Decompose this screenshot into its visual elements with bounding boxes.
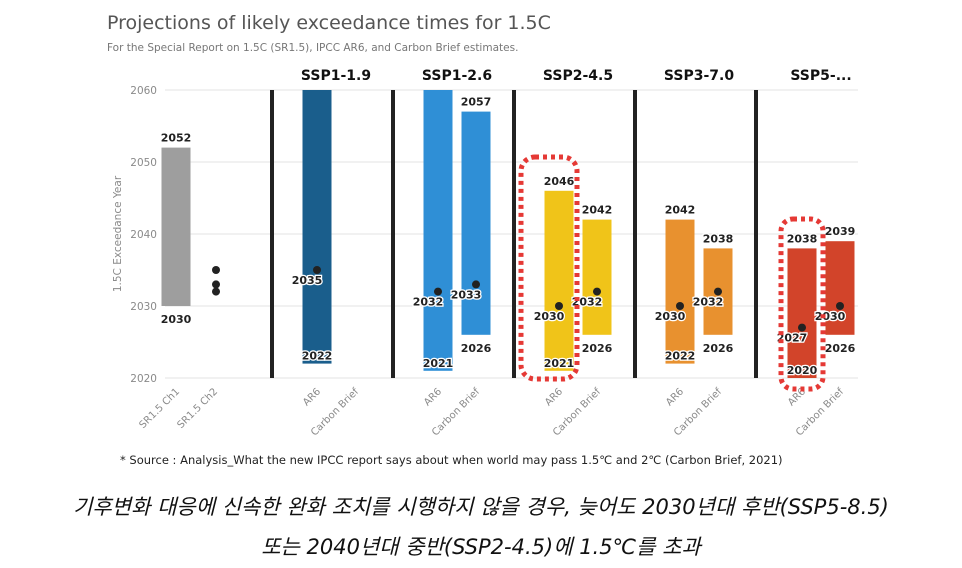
low-value-label: 2026: [461, 342, 492, 355]
x-tick-label: AR6: [664, 386, 686, 408]
median-point: [714, 287, 722, 296]
highlight-outline-ssp5: [778, 216, 826, 392]
high-value-label: 2042: [582, 204, 613, 217]
low-value-label: 2020: [787, 364, 818, 377]
chart-subtitle: For the Special Report on 1.5C (SR1.5), …: [107, 42, 519, 54]
low-value-label: 2022: [302, 350, 333, 363]
x-tick-label: AR6: [422, 386, 444, 408]
scenario-header: SSP2-4.5: [543, 68, 613, 84]
median-value-label: 2032: [413, 296, 444, 309]
median-point: [555, 302, 563, 310]
median-value-label: 2033: [451, 288, 482, 301]
scenario-header: SSP1-1.9: [301, 68, 371, 84]
median-value-label: 2030: [534, 310, 565, 323]
range-bar: [461, 111, 491, 335]
median-point: [676, 302, 684, 310]
group-separator: [512, 90, 516, 378]
high-value-label: 2046: [544, 175, 575, 188]
caption-line-2: 또는 2040년대 중반(SSP2-4.5)에 1.5℃를 초과: [261, 535, 701, 559]
median-value-label: 2027: [777, 332, 808, 345]
low-value-label: 2021: [544, 357, 575, 370]
median-point: [472, 280, 480, 289]
scenario-header: SSP5-...: [790, 68, 851, 84]
low-value-label: 2022: [665, 350, 696, 363]
median-point: [313, 266, 321, 274]
chart-title: Projections of likely exceedance times f…: [107, 12, 551, 34]
low-value-label: 2021: [423, 357, 454, 370]
estimate-point: [212, 287, 220, 296]
y-tick-label: 2030: [130, 301, 157, 313]
low-value-label: 2026: [703, 342, 734, 355]
range-bar: [665, 219, 695, 364]
group-separator: [270, 90, 274, 378]
high-value-label: 2038: [703, 232, 734, 245]
estimate-point: [212, 266, 220, 274]
low-value-label: 2026: [582, 342, 613, 355]
x-tick-label: AR6: [786, 386, 808, 408]
y-tick-label: 2060: [130, 85, 157, 97]
scenario-header: SSP3-7.0: [664, 68, 734, 84]
group-separator: [391, 90, 395, 378]
median-value-label: 2030: [815, 310, 846, 323]
median-point: [798, 323, 806, 332]
chart-plot: 2020 2030 2040 2050 2060 1.5C Exceedance Year…: [112, 68, 858, 438]
group-separator: [754, 90, 758, 378]
range-bar: [825, 241, 855, 335]
high-value-label: 2038: [787, 232, 818, 245]
x-tick-label: AR6: [543, 386, 565, 408]
range-bar: [787, 248, 817, 378]
range-bar: [423, 90, 453, 371]
y-tick-label: 2040: [130, 229, 157, 241]
median-point: [434, 287, 442, 296]
highlight-outline-ssp2: [518, 154, 580, 382]
high-value-label: 2039: [825, 225, 856, 238]
range-bar: [161, 147, 191, 306]
low-value-label: 2030: [161, 313, 192, 326]
high-value-label: 2042: [665, 204, 696, 217]
y-tick-label: 2050: [130, 157, 157, 169]
x-tick-label: AR6: [301, 386, 323, 408]
high-value-label: 2052: [161, 132, 192, 145]
source-note: * Source : Analysis_What the new IPCC re…: [120, 453, 783, 467]
median-point: [836, 302, 844, 310]
range-bar: [544, 190, 574, 371]
low-value-label: 2026: [825, 342, 856, 355]
median-value-label: 2030: [655, 310, 686, 323]
range-bar: [302, 90, 332, 364]
caption-line-1: 기후변화 대응에 신속한 완화 조치를 시행하지 않을 경우, 늦어도 2030…: [73, 495, 889, 519]
high-value-label: 2057: [461, 96, 492, 109]
y-tick-label: 2020: [130, 373, 157, 385]
estimate-point: [212, 280, 220, 289]
group-separator: [633, 90, 637, 378]
median-value-label: 2032: [693, 296, 724, 309]
y-axis-label: 1.5C Exceedance Year: [112, 175, 124, 292]
range-bar: [582, 219, 612, 335]
x-tick-label: SR1.5 Ch2: [176, 386, 221, 431]
scenario-header: SSP1-2.6: [422, 68, 492, 84]
median-point: [593, 287, 601, 296]
median-value-label: 2035: [292, 274, 323, 287]
